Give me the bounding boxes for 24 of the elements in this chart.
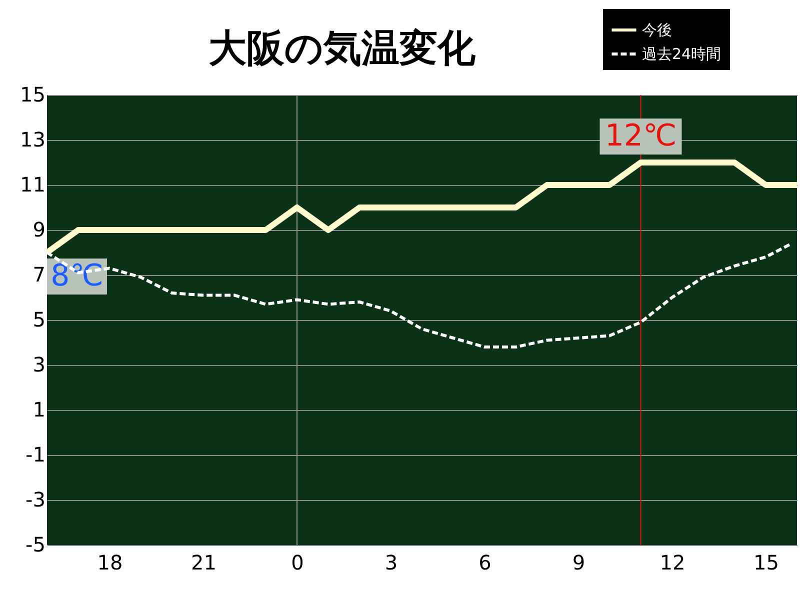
y-tick-label: 15 — [20, 82, 46, 106]
x-tick-label: 18 — [97, 550, 123, 574]
annotation: 12℃ — [604, 118, 677, 154]
y-tick-label: -5 — [26, 532, 46, 556]
x-tick-label: 3 — [384, 550, 398, 574]
y-tick-label: 5 — [32, 308, 46, 332]
y-tick-label: -1 — [26, 442, 46, 466]
x-tick-label: 12 — [660, 550, 686, 574]
legend-label: 過去24時間 — [642, 45, 722, 63]
y-tick-label: -3 — [26, 488, 46, 512]
x-tick-label: 0 — [291, 550, 304, 574]
legend-label: 今後 — [642, 21, 672, 39]
annotation: 8℃ — [50, 258, 104, 294]
x-tick-label: 15 — [754, 550, 779, 574]
chart-title: 大阪の気温変化 — [208, 26, 476, 70]
y-tick-label: 7 — [32, 262, 46, 286]
y-tick-label: 13 — [20, 128, 46, 152]
x-tick-label: 6 — [478, 550, 492, 574]
y-tick-label: 11 — [20, 172, 46, 196]
y-tick-label: 3 — [32, 352, 46, 376]
x-tick-label: 9 — [572, 550, 586, 574]
y-tick-label: 1 — [32, 398, 46, 422]
y-tick-label: 9 — [32, 218, 46, 242]
x-tick-label: 21 — [191, 550, 216, 574]
